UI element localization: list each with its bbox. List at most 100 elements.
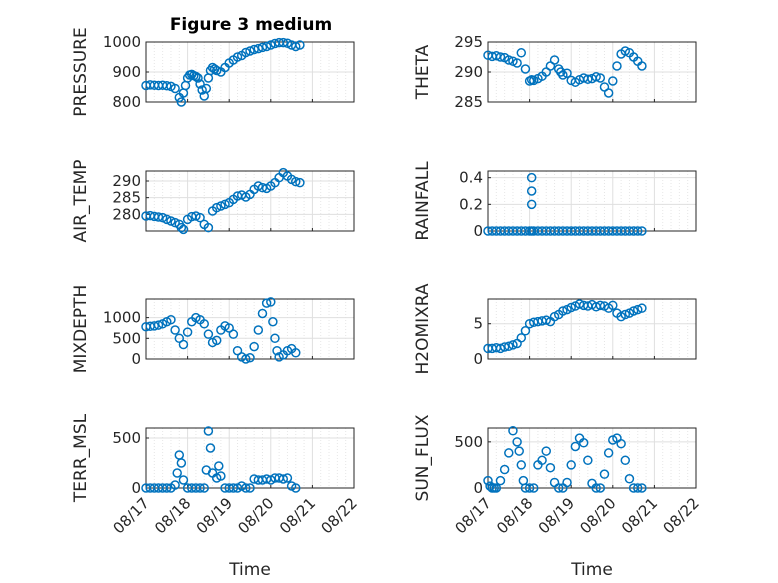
data-point — [195, 79, 205, 89]
y-axis-label: H2OMIXRA — [413, 283, 433, 374]
data-point — [508, 340, 518, 350]
data-point — [512, 58, 522, 68]
data-point — [245, 483, 255, 493]
x-tick-label: 08/19 — [193, 494, 236, 537]
x-tick-label: 08/18 — [151, 494, 194, 537]
x-tick-label: 08/17 — [452, 494, 495, 537]
y-axis-label: RAINFALL — [413, 161, 433, 241]
data-point — [197, 85, 207, 95]
y-axis-label: PRESSURE — [71, 27, 91, 116]
data-point — [216, 471, 226, 481]
axes-box — [145, 170, 355, 232]
data-point — [228, 483, 239, 493]
data-point — [257, 42, 268, 53]
data-point — [241, 47, 251, 58]
data-point — [599, 469, 610, 479]
data-point — [491, 483, 502, 493]
data-point — [253, 43, 264, 54]
y-tick-label: 500 — [112, 329, 141, 347]
y-tick-label: 290 — [454, 63, 483, 81]
data-point — [541, 315, 551, 325]
data-point — [170, 83, 180, 94]
data-point — [620, 455, 631, 466]
y-tick-label: 0 — [473, 222, 483, 240]
data-point — [241, 483, 251, 493]
data-point — [558, 306, 568, 316]
data-point — [170, 480, 180, 490]
y-tick-label: 1000 — [103, 33, 141, 51]
data-point — [637, 303, 647, 313]
y-axis-label: SUN_FLUX — [413, 414, 433, 501]
data-point — [176, 222, 187, 233]
data-point — [205, 443, 216, 453]
data-point — [512, 437, 522, 447]
data-point — [526, 172, 537, 183]
data-point — [483, 475, 493, 486]
data-point — [633, 304, 643, 315]
data-point — [566, 460, 576, 470]
data-point — [245, 353, 255, 363]
data-point — [603, 88, 614, 98]
data-point — [608, 300, 618, 311]
data-point — [549, 55, 560, 65]
data-point — [241, 354, 251, 364]
data-point — [193, 73, 203, 83]
data-point — [191, 71, 201, 82]
data-point — [203, 329, 214, 339]
data-point — [157, 212, 168, 223]
data-point — [178, 339, 189, 350]
x-tick-label: 08/17 — [110, 494, 153, 537]
data-point — [182, 327, 193, 337]
data-point — [529, 483, 539, 493]
data-point — [499, 342, 510, 352]
data-point — [199, 483, 209, 493]
data-point — [199, 319, 209, 329]
data-point — [261, 41, 272, 52]
data-point — [162, 81, 172, 91]
x-tick-label: 08/20 — [576, 494, 619, 537]
data-point — [266, 297, 276, 307]
data-point — [166, 314, 176, 325]
data-point — [562, 68, 572, 78]
x-axis-label: Time — [570, 560, 613, 580]
data-point — [495, 52, 506, 62]
data-point — [176, 97, 187, 107]
x-tick-label: 08/18 — [493, 494, 536, 537]
data-point — [516, 48, 527, 58]
data-point — [270, 333, 280, 344]
data-point — [526, 199, 537, 210]
data-point — [162, 483, 172, 493]
subplot-8: 0 500 SUN_FLUX 08/1708/1808/1908/2008/2108/… — [413, 414, 703, 580]
data-point — [203, 222, 214, 233]
data-point — [603, 448, 614, 458]
y-tick-label: 295 — [454, 33, 483, 51]
x-tick-label: 08/22 — [660, 494, 703, 537]
data-point — [291, 41, 301, 52]
y-tick-label: 5 — [473, 315, 483, 333]
data-point — [633, 483, 643, 493]
data-point — [495, 475, 506, 486]
data-point — [526, 186, 537, 196]
data-point — [291, 348, 301, 358]
data-point — [278, 474, 289, 484]
data-point — [504, 448, 514, 458]
data-point — [195, 483, 205, 493]
data-point — [149, 321, 160, 331]
data-point — [211, 65, 222, 76]
data-point — [278, 37, 289, 48]
data-point — [191, 211, 201, 221]
x-tick-label: 08/22 — [318, 494, 361, 537]
data-point — [574, 299, 585, 309]
data-point — [249, 341, 259, 352]
data-point — [172, 468, 182, 478]
data-point — [570, 441, 581, 452]
y-tick-label: 0.4 — [459, 169, 483, 187]
data-point — [228, 329, 239, 339]
data-point — [295, 177, 305, 188]
data-point — [591, 72, 601, 82]
data-point — [253, 325, 264, 335]
subplot-1: 800 900 1000 PRESSURE — [71, 27, 355, 117]
data-point — [516, 333, 527, 343]
y-tick-label: 0 — [131, 350, 141, 368]
